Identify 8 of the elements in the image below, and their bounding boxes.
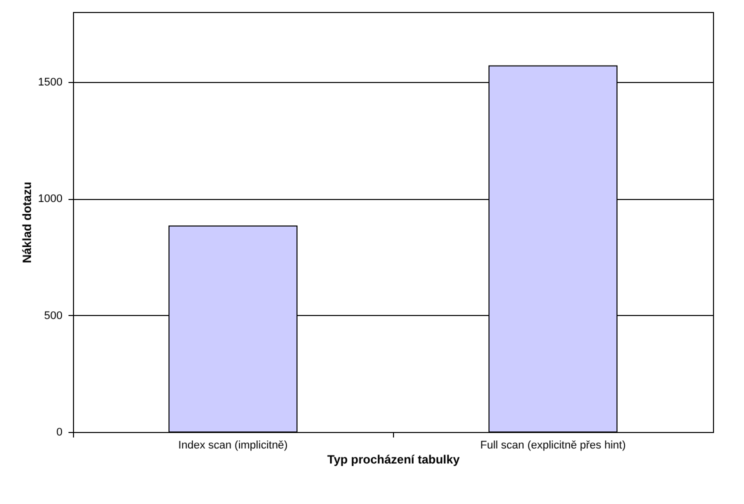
y-tick-label: 0 — [56, 426, 62, 438]
y-tick-label: 1000 — [38, 193, 62, 206]
y-axis-title: Náklad dotazu — [20, 182, 34, 264]
x-axis-title: Typ procházení tabulky — [327, 452, 460, 466]
x-tick-label: Index scan (implicitně) — [178, 440, 288, 452]
x-tick-label: Full scan (explicitně přes hint) — [480, 440, 626, 452]
y-tick-label: 500 — [44, 310, 62, 322]
y-tick-label: 1500 — [38, 76, 62, 88]
